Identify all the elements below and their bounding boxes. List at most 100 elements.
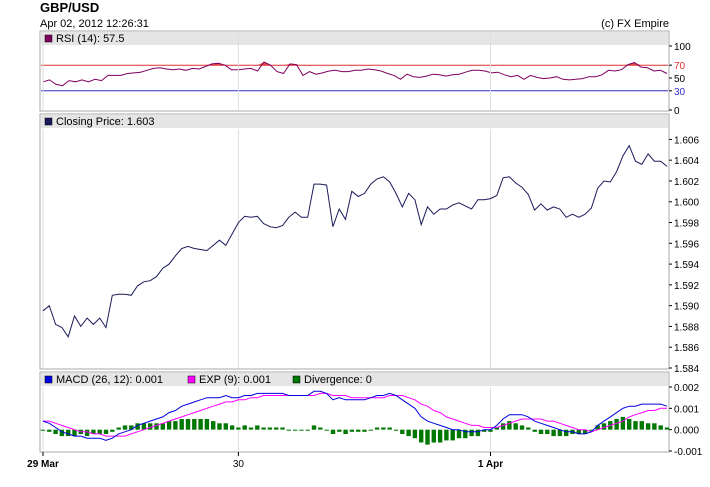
divergence-bar bbox=[292, 429, 298, 431]
divergence-bar bbox=[337, 429, 342, 432]
divergence-bar bbox=[311, 425, 317, 430]
rsi-panel: RSI (14): 57.5 100 70 50 30 0 bbox=[39, 30, 691, 117]
macd-legend-label: MACD (26, 12): 0.001 bbox=[56, 374, 163, 386]
divergence-bar bbox=[633, 421, 638, 430]
rsi-tick-label: 0 bbox=[674, 106, 680, 117]
divergence-bar bbox=[614, 419, 619, 430]
macd-tick-label: 0.001 bbox=[674, 404, 699, 415]
divergence-bar bbox=[627, 419, 632, 430]
price-tick-label: 1.584 bbox=[674, 364, 699, 375]
divergence-bar bbox=[482, 429, 487, 432]
divergence-bar bbox=[261, 427, 266, 430]
divergence-bar bbox=[488, 429, 493, 432]
divergence-bar bbox=[192, 419, 197, 430]
divergence-bar bbox=[513, 423, 518, 430]
chart-timestamp: Apr 02, 2012 12:26:31 bbox=[40, 18, 149, 30]
divergence-bar bbox=[356, 429, 361, 432]
macd-legend-swatch bbox=[292, 375, 301, 384]
divergence-bar bbox=[519, 425, 525, 430]
divergence-bar bbox=[40, 429, 46, 431]
divergence-bar bbox=[494, 427, 499, 430]
divergence-bar bbox=[645, 423, 651, 430]
divergence-bar bbox=[248, 427, 254, 430]
divergence-bar bbox=[324, 429, 329, 431]
macd-tick-label: 0.000 bbox=[674, 426, 699, 437]
divergence-bar bbox=[343, 429, 348, 434]
divergence-bar bbox=[463, 429, 468, 439]
divergence-bar bbox=[582, 429, 588, 434]
divergence-bar bbox=[664, 427, 670, 430]
divergence-bar bbox=[639, 421, 644, 430]
divergence-bar bbox=[236, 427, 241, 430]
price-legend-swatch bbox=[44, 117, 53, 126]
divergence-bar bbox=[305, 429, 310, 431]
divergence-bar bbox=[526, 427, 531, 430]
divergence-bar bbox=[368, 429, 373, 431]
divergence-bar bbox=[557, 429, 563, 437]
divergence-bar bbox=[318, 427, 323, 430]
price-tick-label: 1.590 bbox=[674, 302, 699, 313]
divergence-bar bbox=[437, 429, 443, 443]
divergence-bar bbox=[141, 423, 147, 430]
chart-credit: (c) FX Empire bbox=[601, 18, 669, 30]
exp-line bbox=[43, 392, 667, 437]
divergence-bar bbox=[160, 423, 165, 430]
price-tick-label: 1.596 bbox=[674, 239, 699, 250]
price-tick-label: 1.594 bbox=[674, 260, 699, 271]
divergence-bar bbox=[444, 429, 449, 441]
divergence-bar bbox=[545, 429, 550, 434]
divergence-bar bbox=[47, 429, 52, 432]
divergence-bar bbox=[229, 425, 235, 430]
rsi-tick-label: 100 bbox=[674, 42, 691, 53]
divergence-bar bbox=[387, 427, 392, 430]
divergence-bar bbox=[564, 429, 569, 437]
divergence-bar bbox=[652, 423, 657, 430]
divergence-bar bbox=[280, 427, 285, 430]
divergence-bar bbox=[72, 429, 77, 437]
divergence-bar bbox=[658, 425, 663, 430]
x-tick-label: 30 bbox=[233, 459, 245, 470]
price-line bbox=[42, 144, 668, 338]
x-tick-label: 1 Apr bbox=[478, 459, 503, 470]
divergence-bar bbox=[110, 429, 115, 432]
divergence-bar bbox=[299, 429, 304, 431]
rsi-legend-swatch bbox=[44, 34, 53, 43]
divergence-bar bbox=[419, 429, 424, 443]
rsi-tick-label: 50 bbox=[674, 74, 686, 85]
divergence-bar bbox=[217, 423, 222, 430]
rsi-line bbox=[42, 61, 668, 87]
divergence-bar bbox=[204, 419, 210, 430]
divergence-bar bbox=[551, 429, 556, 437]
divergence-bar bbox=[532, 429, 537, 432]
divergence-bar bbox=[173, 421, 178, 430]
divergence-bar bbox=[274, 427, 279, 430]
price-tick-label: 1.588 bbox=[674, 322, 699, 333]
divergence-bar bbox=[381, 427, 386, 430]
divergence-bar bbox=[450, 429, 455, 441]
x-tick-label: 29 Mar bbox=[27, 459, 59, 470]
divergence-bar bbox=[507, 421, 512, 430]
price-frame bbox=[39, 113, 670, 370]
price-tick-label: 1.592 bbox=[674, 281, 699, 292]
price-tick-label: 1.606 bbox=[674, 135, 699, 146]
macd-tick-label: -0.001 bbox=[674, 447, 703, 458]
rsi-legend-label: RSI (14): 57.5 bbox=[56, 33, 124, 45]
price-tick-label: 1.600 bbox=[674, 198, 699, 209]
divergence-bar bbox=[349, 429, 355, 432]
divergence-bar bbox=[601, 423, 607, 430]
divergence-bar bbox=[242, 425, 247, 430]
macd-legend-label: EXP (9): 0.001 bbox=[199, 374, 271, 386]
macd-legend-label: Divergence: 0 bbox=[304, 374, 372, 386]
chart-title: GBP/USD bbox=[40, 0, 99, 15]
divergence-bar bbox=[538, 429, 544, 434]
divergence-bar bbox=[286, 429, 291, 431]
divergence-bar bbox=[198, 419, 203, 430]
rsi-tick-label: 30 bbox=[674, 87, 686, 98]
divergence-bar bbox=[66, 429, 71, 437]
macd-panel: MACD (26, 12): 0.001 EXP (9): 0.001 Diverg… bbox=[39, 371, 703, 458]
divergence-bar bbox=[595, 425, 600, 430]
divergence-bar bbox=[129, 425, 134, 430]
divergence-bar bbox=[500, 423, 506, 430]
divergence-bar bbox=[412, 429, 418, 439]
divergence-bar bbox=[362, 429, 367, 432]
